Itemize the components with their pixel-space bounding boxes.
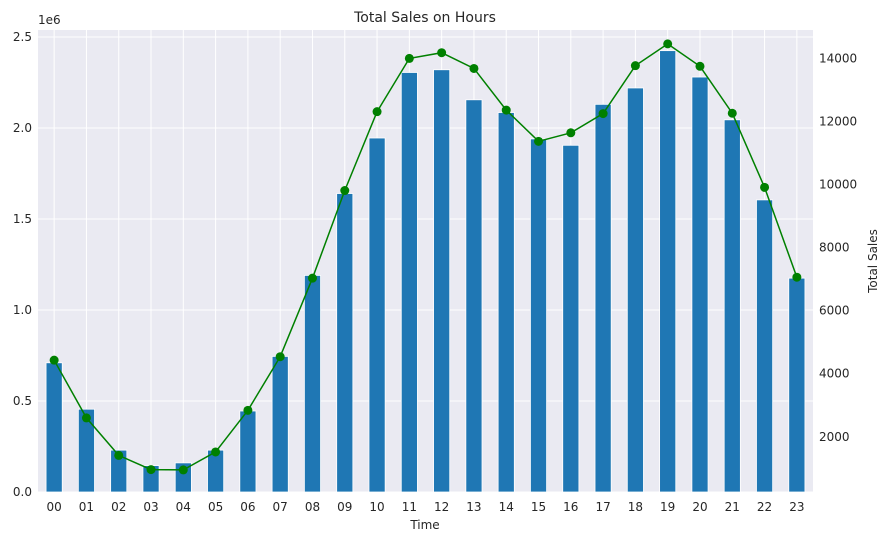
line-point [437, 48, 447, 58]
bar [530, 138, 547, 493]
bar [304, 275, 321, 493]
bar [368, 137, 386, 493]
y-tick-label: 2.5 [13, 30, 32, 44]
line-point [760, 182, 770, 192]
bar [594, 103, 612, 493]
line-point [211, 447, 221, 457]
bar [756, 199, 774, 493]
y-tick-label: 1.0 [13, 303, 32, 317]
line-point [792, 272, 802, 282]
line-point [114, 450, 124, 460]
x-tick-label: 00 [47, 500, 62, 514]
line-point [275, 352, 285, 362]
x-tick-label: 21 [725, 500, 740, 514]
x-tick-label: 14 [499, 500, 514, 514]
y-tick-label: 0.5 [13, 394, 32, 408]
y2-tick-label: 2000 [819, 430, 850, 444]
bar [271, 356, 289, 493]
bar [465, 99, 483, 493]
x-tick-label: 01 [79, 500, 94, 514]
bar [659, 50, 677, 493]
chart-title: Total Sales on Hours [353, 10, 496, 26]
x-tick-label: 08 [305, 500, 320, 514]
x-tick-label: 13 [466, 500, 481, 514]
line-point [178, 465, 188, 475]
x-tick-label: 11 [402, 500, 417, 514]
total-sales-line [53, 42, 798, 471]
line-point [372, 107, 382, 117]
line-point [727, 108, 737, 118]
x-tick-label: 06 [240, 500, 255, 514]
line-point [340, 186, 350, 196]
line-point [566, 128, 576, 138]
y2-axis-label: Total Sales [866, 229, 880, 294]
bar [400, 72, 418, 493]
bar [691, 76, 709, 493]
x-tick-label: 10 [369, 500, 384, 514]
line-point [598, 109, 608, 119]
x-tick-label: 19 [660, 500, 675, 514]
x-tick-labels: 00 01 02 03 04 05 06 07 08 09 10 11 12 13 14 15 16 17 18 19… [47, 500, 805, 514]
x-tick-label: 07 [273, 500, 288, 514]
y-tick-label: 1.5 [13, 212, 32, 226]
line-point [81, 413, 91, 423]
bar-series [45, 50, 806, 493]
plot-area [38, 30, 813, 492]
x-tick-label: 20 [692, 500, 707, 514]
y2-tick-label: 8000 [819, 241, 850, 255]
bar [562, 144, 580, 493]
y2-tick-label: 6000 [819, 304, 850, 318]
bar [433, 69, 451, 493]
y-tick-labels: 0.0 0.5 1.0 1.5 2.0 2.5 [13, 30, 32, 499]
y2-tick-labels: 2000 4000 6000 8000 10000 12000 14000 [819, 51, 857, 443]
line-point [146, 465, 156, 475]
bar [788, 277, 806, 493]
bar [110, 449, 128, 493]
x-tick-label: 12 [434, 500, 449, 514]
y2-tick-label: 10000 [819, 178, 857, 192]
y-tick-label: 2.0 [13, 121, 32, 135]
bar [45, 362, 63, 493]
line-point [695, 61, 705, 71]
line-point [404, 53, 414, 63]
line-point [243, 405, 253, 415]
bar [626, 87, 644, 493]
line-point [663, 39, 673, 49]
x-tick-label: 05 [208, 500, 223, 514]
x-axis-label: Time [409, 518, 439, 532]
line-point [501, 105, 511, 115]
line-point [534, 136, 544, 146]
x-tick-label: 15 [531, 500, 546, 514]
bar [77, 408, 95, 493]
x-tick-label: 09 [337, 500, 352, 514]
line-point [630, 61, 640, 71]
line-point [49, 355, 59, 365]
x-tick-label: 03 [143, 500, 158, 514]
x-tick-label: 02 [111, 500, 126, 514]
x-tick-label: 18 [628, 500, 643, 514]
bar [497, 112, 515, 493]
y-offset-label: 1e6 [38, 13, 61, 27]
y2-tick-label: 4000 [819, 367, 850, 381]
x-tick-label: 22 [757, 500, 772, 514]
line-series [53, 42, 798, 471]
x-tick-label: 23 [789, 500, 804, 514]
x-tick-label: 04 [176, 500, 191, 514]
line-point [469, 63, 479, 73]
y2-tick-label: 12000 [819, 114, 857, 128]
horizontal-gridlines [38, 36, 813, 493]
x-tick-label: 16 [563, 500, 578, 514]
bar [239, 410, 257, 493]
y2-tick-label: 14000 [819, 51, 857, 65]
bar [336, 193, 354, 493]
bar [723, 119, 741, 493]
line-point [307, 273, 317, 283]
x-tick-label: 17 [595, 500, 610, 514]
line-markers [49, 39, 802, 475]
y-tick-label: 0.0 [13, 485, 32, 499]
